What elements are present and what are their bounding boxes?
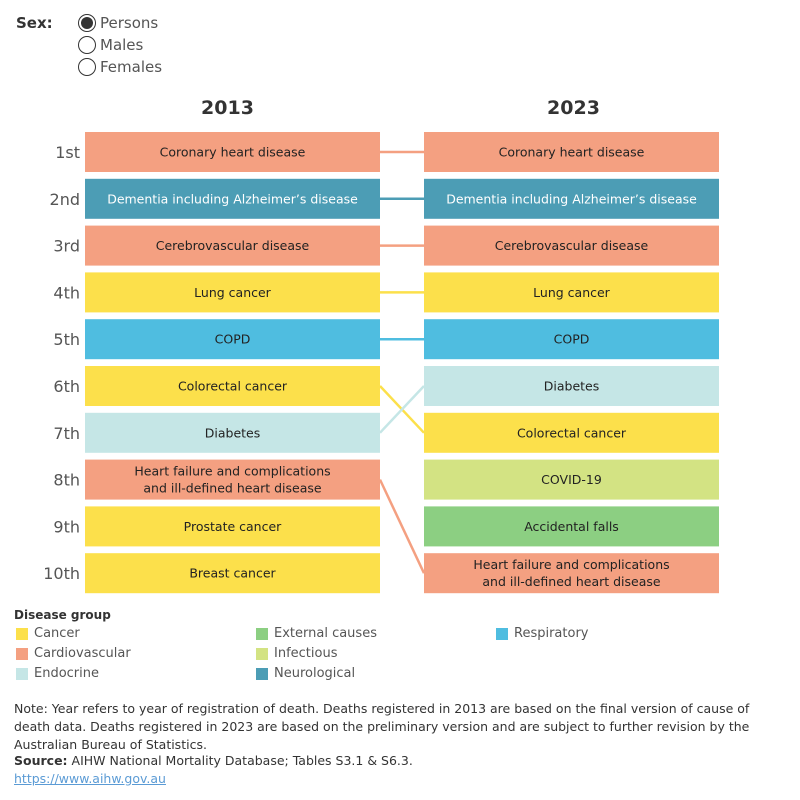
- legend-swatch: [16, 627, 28, 640]
- radio-selected-dot: [81, 17, 93, 29]
- legend-item: Infectious: [256, 646, 337, 661]
- bar-label-2023: Heart failure and complications: [473, 557, 669, 572]
- sex-option-females[interactable]: Females: [78, 58, 162, 76]
- bar-label-2023: Colorectal cancer: [517, 425, 627, 440]
- bar-2013: [85, 553, 380, 594]
- bar-label-2013: Prostate cancer: [184, 519, 282, 534]
- bar-label-2013: COPD: [215, 332, 251, 347]
- bar-label-2023: Accidental falls: [524, 519, 619, 534]
- rank-link: [379, 385, 425, 434]
- bar-2023: [424, 272, 719, 313]
- bar-2013: [85, 272, 380, 313]
- rank-label: 1st: [55, 143, 80, 162]
- bar-2023: [424, 412, 719, 453]
- rank-label: 10th: [43, 564, 80, 583]
- bar-label-2013: Breast cancer: [189, 566, 276, 581]
- bar-label-2023: Coronary heart disease: [499, 145, 645, 160]
- sex-filter-label: Sex:: [16, 14, 53, 32]
- radio-label: Males: [100, 36, 144, 54]
- source-detail: AIHW National Mortality Database; Tables…: [67, 753, 413, 768]
- bar-label-2013: Cerebrovascular disease: [156, 238, 310, 253]
- legend-swatch: [16, 667, 28, 680]
- bar-2013: [85, 412, 380, 453]
- sex-option-males[interactable]: Males: [78, 36, 143, 54]
- rank-label: 8th: [53, 471, 80, 490]
- legend-item: Cardiovascular: [16, 646, 131, 661]
- bar-2023: [424, 132, 719, 172]
- column-header-2023: 2023: [547, 97, 600, 119]
- legend-label: Cardiovascular: [34, 646, 131, 661]
- bar-label-2023: COPD: [554, 332, 590, 347]
- bar-2023: [424, 506, 719, 547]
- bar-label-2013: Lung cancer: [194, 285, 272, 300]
- bar-2023: [424, 459, 719, 500]
- bar-2013: [85, 506, 380, 547]
- source-label: Source:: [14, 753, 68, 768]
- legend-title: Disease group: [14, 608, 111, 622]
- rank-label: 4th: [53, 283, 80, 302]
- bar-label-2013: Heart failure and complications: [134, 464, 330, 479]
- sex-option-persons[interactable]: Persons: [78, 14, 158, 32]
- legend-item: Neurological: [256, 666, 355, 681]
- legend-label: Endocrine: [34, 666, 99, 681]
- bar-label-2023: Diabetes: [544, 379, 600, 394]
- legend-item: External causes: [256, 626, 377, 641]
- radio-button[interactable]: [78, 58, 96, 76]
- bar-label-2013: Dementia including Alzheimer’s disease: [107, 191, 358, 206]
- rank-label: 2nd: [50, 190, 80, 209]
- bar-2013: [85, 225, 380, 266]
- bar-2023: [424, 553, 719, 594]
- bar-label-2023: Dementia including Alzheimer’s disease: [446, 191, 697, 206]
- column-header-2013: 2013: [201, 97, 254, 119]
- radio-button[interactable]: [78, 36, 96, 54]
- rank-label: 7th: [53, 424, 80, 443]
- bar-2013: [85, 459, 380, 500]
- legend-item: Endocrine: [16, 666, 99, 681]
- rank-label: 3rd: [53, 237, 80, 256]
- legend-label: Respiratory: [514, 626, 589, 641]
- bar-2013: [85, 366, 380, 406]
- radio-label: Females: [100, 58, 163, 76]
- bar-label-2013: Coronary heart disease: [160, 145, 306, 160]
- bar-label-2013: and ill-defined heart disease: [143, 481, 322, 496]
- radio-button[interactable]: [78, 14, 96, 32]
- bar-label-2013: Diabetes: [205, 425, 261, 440]
- bar-label-2013: Colorectal cancer: [178, 379, 288, 394]
- legend-swatch: [16, 647, 28, 660]
- legend-swatch: [496, 627, 508, 640]
- legend-item: Respiratory: [496, 626, 588, 641]
- aihw-link[interactable]: https://www.aihw.gov.au: [14, 771, 166, 786]
- legend-label: Cancer: [34, 626, 80, 641]
- legend-swatch: [256, 647, 268, 660]
- rank-label: 9th: [53, 517, 80, 536]
- rank-chart: 2013 2023 1st Coronary heart disease Coronar…: [43, 97, 719, 594]
- legend-item: Cancer: [16, 626, 80, 641]
- bar-2013: [85, 132, 380, 172]
- bar-2023: [424, 366, 719, 406]
- bar-label-2023: Cerebrovascular disease: [495, 238, 649, 253]
- legend-label: Neurological: [274, 666, 356, 681]
- bar-2023: [424, 225, 719, 266]
- legend-label: External causes: [274, 626, 377, 641]
- bar-2013: [85, 178, 380, 219]
- legend-swatch: [256, 667, 268, 680]
- legend-label: Infectious: [274, 646, 338, 661]
- bar-2023: [424, 178, 719, 219]
- rank-label: 5th: [53, 330, 80, 349]
- bar-label-2023: COVID-19: [541, 472, 602, 487]
- legend-swatch: [256, 627, 268, 640]
- rank-link: [378, 479, 426, 574]
- bar-label-2023: Lung cancer: [533, 285, 611, 300]
- bar-label-2023: and ill-defined heart disease: [482, 574, 661, 589]
- radio-label: Persons: [100, 14, 159, 32]
- bar-2013: [85, 319, 380, 360]
- rank-label: 6th: [53, 377, 80, 396]
- source-text: Source: AIHW National Mortality Database…: [14, 753, 413, 768]
- bar-2023: [424, 319, 719, 360]
- note-text: Note: Year refers to year of registratio…: [14, 701, 750, 752]
